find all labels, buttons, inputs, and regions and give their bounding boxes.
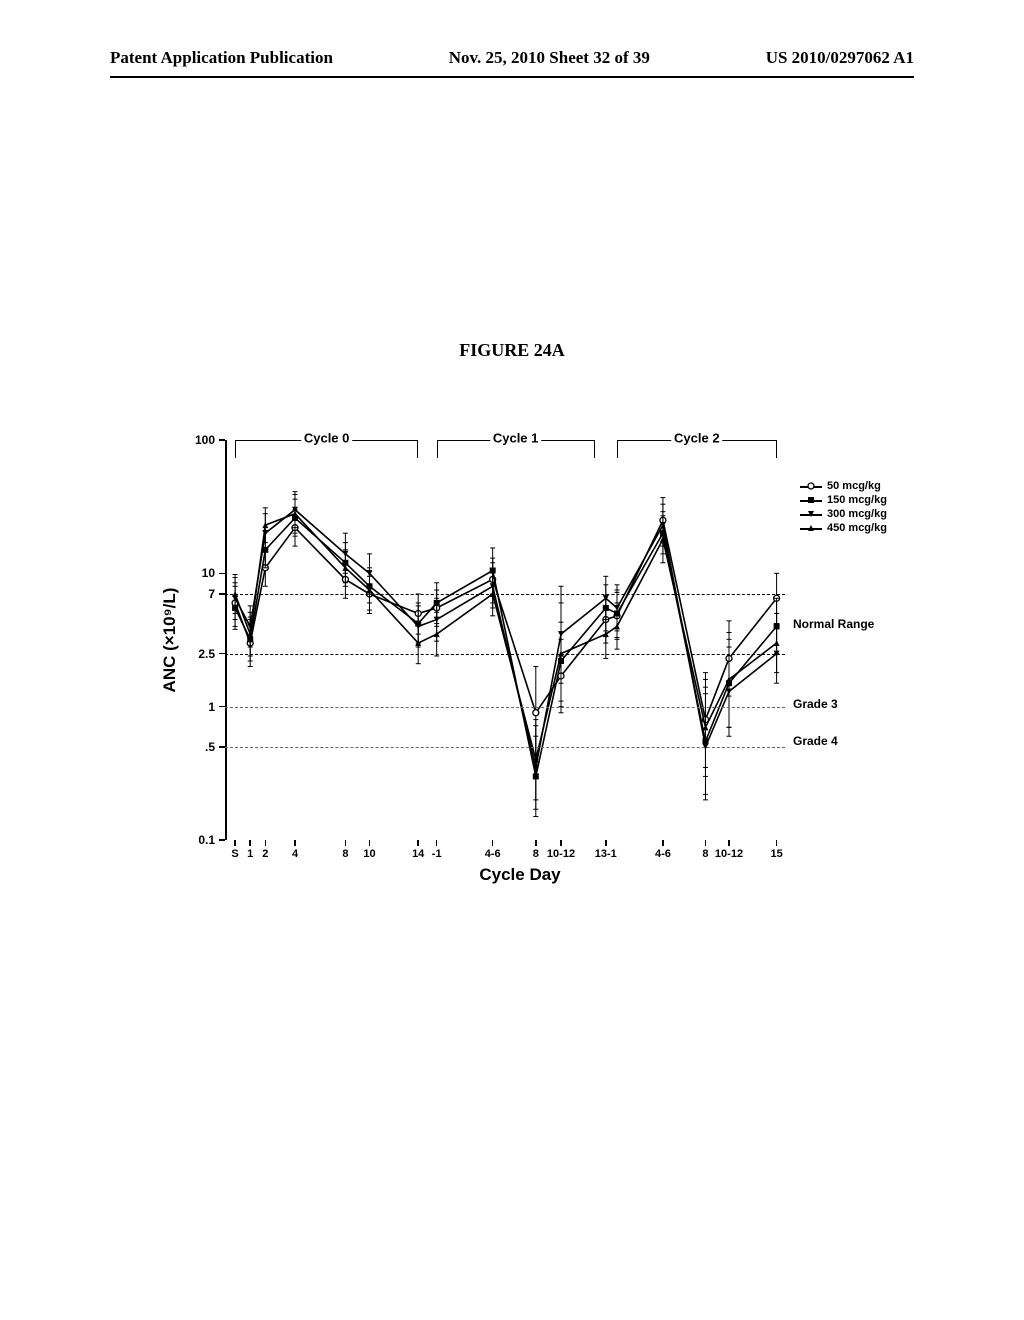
y-axis-title: ANC (×10⁹/L) xyxy=(160,588,180,693)
x-tick xyxy=(705,840,707,846)
x-tick-label: 8 xyxy=(533,848,539,860)
x-tick xyxy=(369,840,371,846)
x-tick xyxy=(662,840,664,846)
x-tick-label: 4-6 xyxy=(655,848,671,860)
x-tick-label: 10-12 xyxy=(715,848,743,860)
y-tick-label: 7 xyxy=(208,587,215,601)
figure-title: FIGURE 24A xyxy=(0,340,1024,361)
legend-item: 300 mcg/kg xyxy=(800,508,887,520)
reference-line xyxy=(225,707,785,708)
legend-label: 50 mcg/kg xyxy=(827,480,881,492)
y-tick-label: 2.5 xyxy=(198,647,215,661)
x-tick xyxy=(605,840,607,846)
x-tick xyxy=(234,840,236,846)
reference-label: Grade 3 xyxy=(793,697,838,711)
x-tick-label: 15 xyxy=(770,848,782,860)
y-tick xyxy=(219,439,225,441)
reference-label: Grade 4 xyxy=(793,734,838,748)
plot-area: 1001072.51.50.1S12481014-14-6810-1213-14… xyxy=(225,440,785,840)
cycle-label: Cycle 1 xyxy=(490,431,542,446)
legend: 50 mcg/kg 150 mcg/kg 300 mcg/kg 450 mcg/kg xyxy=(800,480,887,536)
legend-label: 450 mcg/kg xyxy=(827,522,887,534)
legend-item: 150 mcg/kg xyxy=(800,494,887,506)
x-tick-label: 8 xyxy=(702,848,708,860)
x-tick xyxy=(776,840,778,846)
x-tick-label: 14 xyxy=(412,848,424,860)
legend-item: 50 mcg/kg xyxy=(800,480,887,492)
x-tick xyxy=(294,840,296,846)
x-tick xyxy=(345,840,347,846)
x-tick xyxy=(535,840,537,846)
page-header: Patent Application Publication Nov. 25, … xyxy=(0,48,1024,68)
y-tick-label: 0.1 xyxy=(198,833,215,847)
x-tick-label: S xyxy=(231,848,238,860)
x-tick-label: -1 xyxy=(432,848,442,860)
x-tick-label: 4 xyxy=(292,848,298,860)
x-tick xyxy=(492,840,494,846)
legend-marker-icon xyxy=(800,509,822,519)
reference-label: Normal Range xyxy=(793,617,874,631)
x-tick xyxy=(249,840,251,846)
y-tick-label: 100 xyxy=(195,433,215,447)
header-center: Nov. 25, 2010 Sheet 32 of 39 xyxy=(449,48,650,68)
x-tick xyxy=(436,840,438,846)
chart-series xyxy=(225,440,785,840)
header-left: Patent Application Publication xyxy=(110,48,333,68)
legend-item: 450 mcg/kg xyxy=(800,522,887,534)
x-tick-label: 1 xyxy=(247,848,253,860)
cycle-label: Cycle 0 xyxy=(301,431,353,446)
x-tick xyxy=(417,840,419,846)
header-rule xyxy=(110,76,914,78)
legend-marker-icon xyxy=(800,481,822,491)
legend-label: 300 mcg/kg xyxy=(827,508,887,520)
legend-label: 150 mcg/kg xyxy=(827,494,887,506)
legend-marker-icon xyxy=(800,523,822,533)
legend-marker-icon xyxy=(800,495,822,505)
x-tick-label: 13-1 xyxy=(595,848,617,860)
x-tick-label: 2 xyxy=(262,848,268,860)
reference-line xyxy=(225,747,785,748)
x-tick xyxy=(728,840,730,846)
y-tick-label: 1 xyxy=(208,700,215,714)
header-right: US 2010/0297062 A1 xyxy=(766,48,914,68)
x-tick-label: 10 xyxy=(363,848,375,860)
reference-line xyxy=(225,654,785,655)
y-tick-label: .5 xyxy=(205,740,215,754)
reference-line xyxy=(225,594,785,595)
cycle-label: Cycle 2 xyxy=(671,431,723,446)
x-axis-title: Cycle Day xyxy=(140,865,900,885)
x-tick-label: 8 xyxy=(342,848,348,860)
x-tick xyxy=(560,840,562,846)
x-tick-label: 10-12 xyxy=(547,848,575,860)
chart: ANC (×10⁹/L) 1001072.51.50.1S12481014-14… xyxy=(140,420,900,920)
y-tick-label: 10 xyxy=(202,566,215,580)
x-tick-label: 4-6 xyxy=(485,848,501,860)
x-tick xyxy=(265,840,267,846)
y-tick xyxy=(219,573,225,575)
y-tick xyxy=(219,839,225,841)
